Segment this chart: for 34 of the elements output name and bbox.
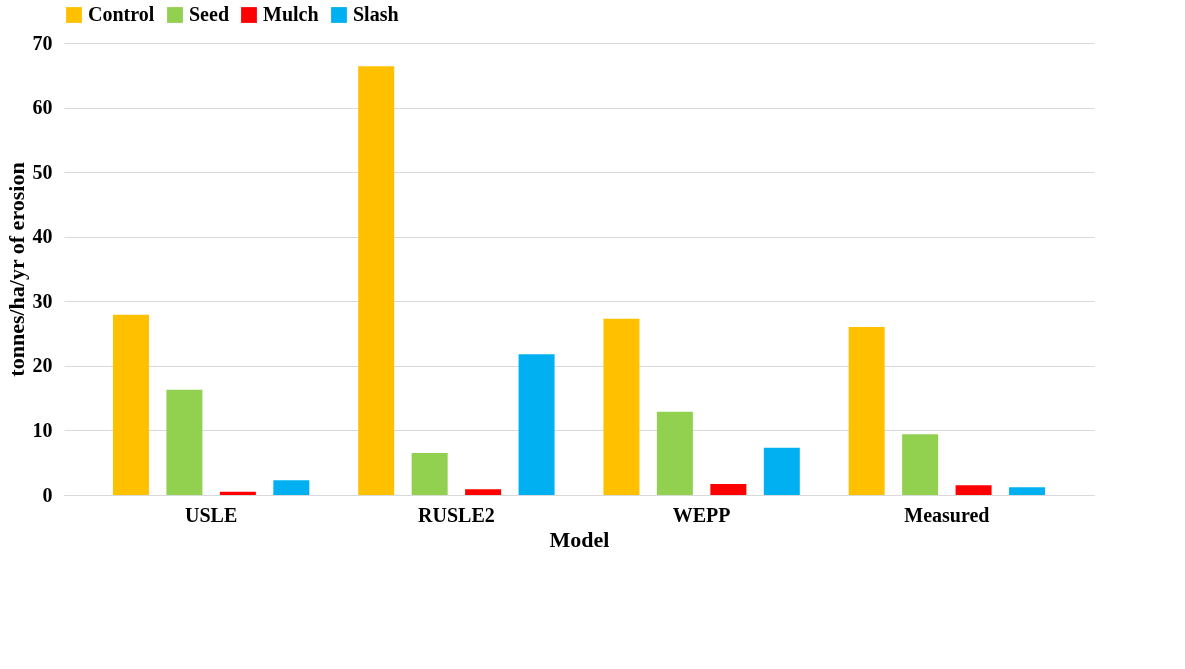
bar	[710, 484, 747, 495]
y-tick-label: 40	[32, 225, 53, 248]
x-tick-label: RUSLE2	[418, 503, 495, 526]
y-tick-label: 0	[42, 483, 53, 506]
bar	[848, 327, 885, 495]
y-tick-label: 70	[32, 31, 53, 54]
legend-label: Mulch	[263, 3, 319, 25]
legend-label: Control	[88, 3, 155, 25]
y-axis-title: tonnes/ha/yr of erosion	[3, 162, 29, 377]
bar	[955, 485, 992, 495]
bar	[358, 66, 395, 495]
bar	[411, 453, 448, 495]
y-tick-label: 10	[32, 418, 53, 441]
x-axis-title: Model	[549, 526, 610, 552]
y-tick-label: 30	[32, 289, 53, 312]
bar	[603, 318, 640, 495]
bar	[763, 447, 800, 495]
bar	[1009, 487, 1046, 495]
bar	[518, 354, 555, 495]
bar	[219, 491, 256, 495]
bar	[465, 489, 502, 495]
x-tick-label: Measured	[904, 503, 990, 526]
y-tick-label: 60	[32, 96, 53, 119]
legend-label: Seed	[189, 3, 229, 25]
bar	[656, 411, 693, 495]
bar	[112, 314, 149, 495]
x-tick-label: USLE	[185, 503, 238, 526]
bar	[166, 389, 203, 495]
x-tick-label: WEPP	[672, 503, 731, 526]
legend-label: Slash	[353, 3, 399, 25]
bar	[902, 434, 939, 495]
bar	[273, 480, 310, 495]
y-tick-label: 50	[32, 160, 53, 183]
y-tick-label: 20	[32, 354, 53, 377]
